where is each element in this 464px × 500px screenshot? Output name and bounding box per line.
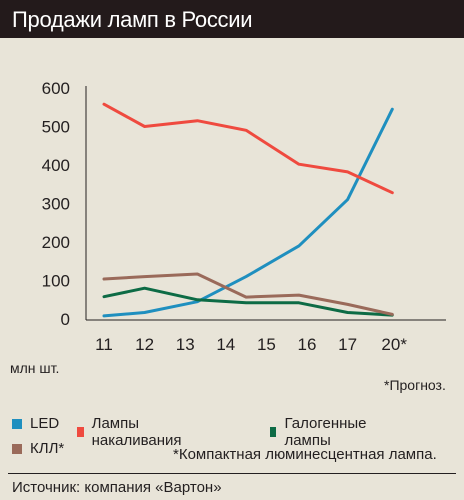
x-tick-label: 11 (95, 335, 113, 354)
legend-label-cfl: КЛЛ* (30, 440, 65, 457)
x-tick-label: 16 (298, 335, 317, 354)
legend-item-cfl: КЛЛ* (12, 440, 64, 457)
x-tick-label: 13 (176, 335, 195, 354)
legend-item-halogen: Галогенные лампы (270, 415, 370, 449)
legend-item-led: LED (12, 415, 59, 432)
legend-label-incandescent: Лампы накаливания (91, 415, 182, 449)
legend-label-halogen: Галогенные лампы (284, 415, 367, 449)
series-line-2 (102, 286, 394, 317)
y-tick-label: 600 (42, 79, 70, 98)
x-tick-label: 17 (338, 335, 357, 354)
legend-swatch-halogen (270, 427, 277, 437)
legend-label-led: LED (30, 415, 60, 432)
forecast-note: *Прогноз. (384, 377, 446, 393)
title-bar: Продажи ламп в России (0, 0, 464, 38)
series-lines (102, 102, 394, 318)
legend-item-incandescent: Лампы накаливания (77, 415, 185, 449)
x-tick-labels: 11 12 13 14 15 16 17 20* (95, 335, 407, 354)
y-tick-label: 100 (42, 272, 70, 291)
unit-label: млн шт. (10, 360, 60, 376)
chart-title: Продажи ламп в России (12, 7, 253, 32)
y-tick-label: 500 (42, 118, 70, 137)
x-tick-label: 14 (216, 335, 235, 354)
legend-swatch-led (12, 418, 22, 429)
source-credit: Источник: компания «Вартон» (12, 479, 222, 496)
series-line-3 (102, 272, 394, 316)
y-tick-label: 300 (42, 195, 70, 214)
series-line-1 (102, 102, 394, 195)
series-line-0 (102, 107, 394, 318)
y-tick-label: 400 (42, 156, 70, 175)
legend-swatch-incandescent (77, 427, 84, 437)
x-tick-label: 20* (381, 335, 407, 354)
x-tick-label: 15 (257, 335, 276, 354)
y-tick-label: 200 (42, 233, 70, 252)
y-tick-label: 0 (61, 310, 70, 329)
footnote: *Компактная люминесцентная лампа. (173, 446, 437, 463)
x-tick-label: 12 (135, 335, 154, 354)
legend-swatch-cfl (12, 443, 22, 454)
y-tick-labels: 0 100 200 300 400 500 600 (42, 79, 70, 329)
source-divider (8, 473, 456, 474)
